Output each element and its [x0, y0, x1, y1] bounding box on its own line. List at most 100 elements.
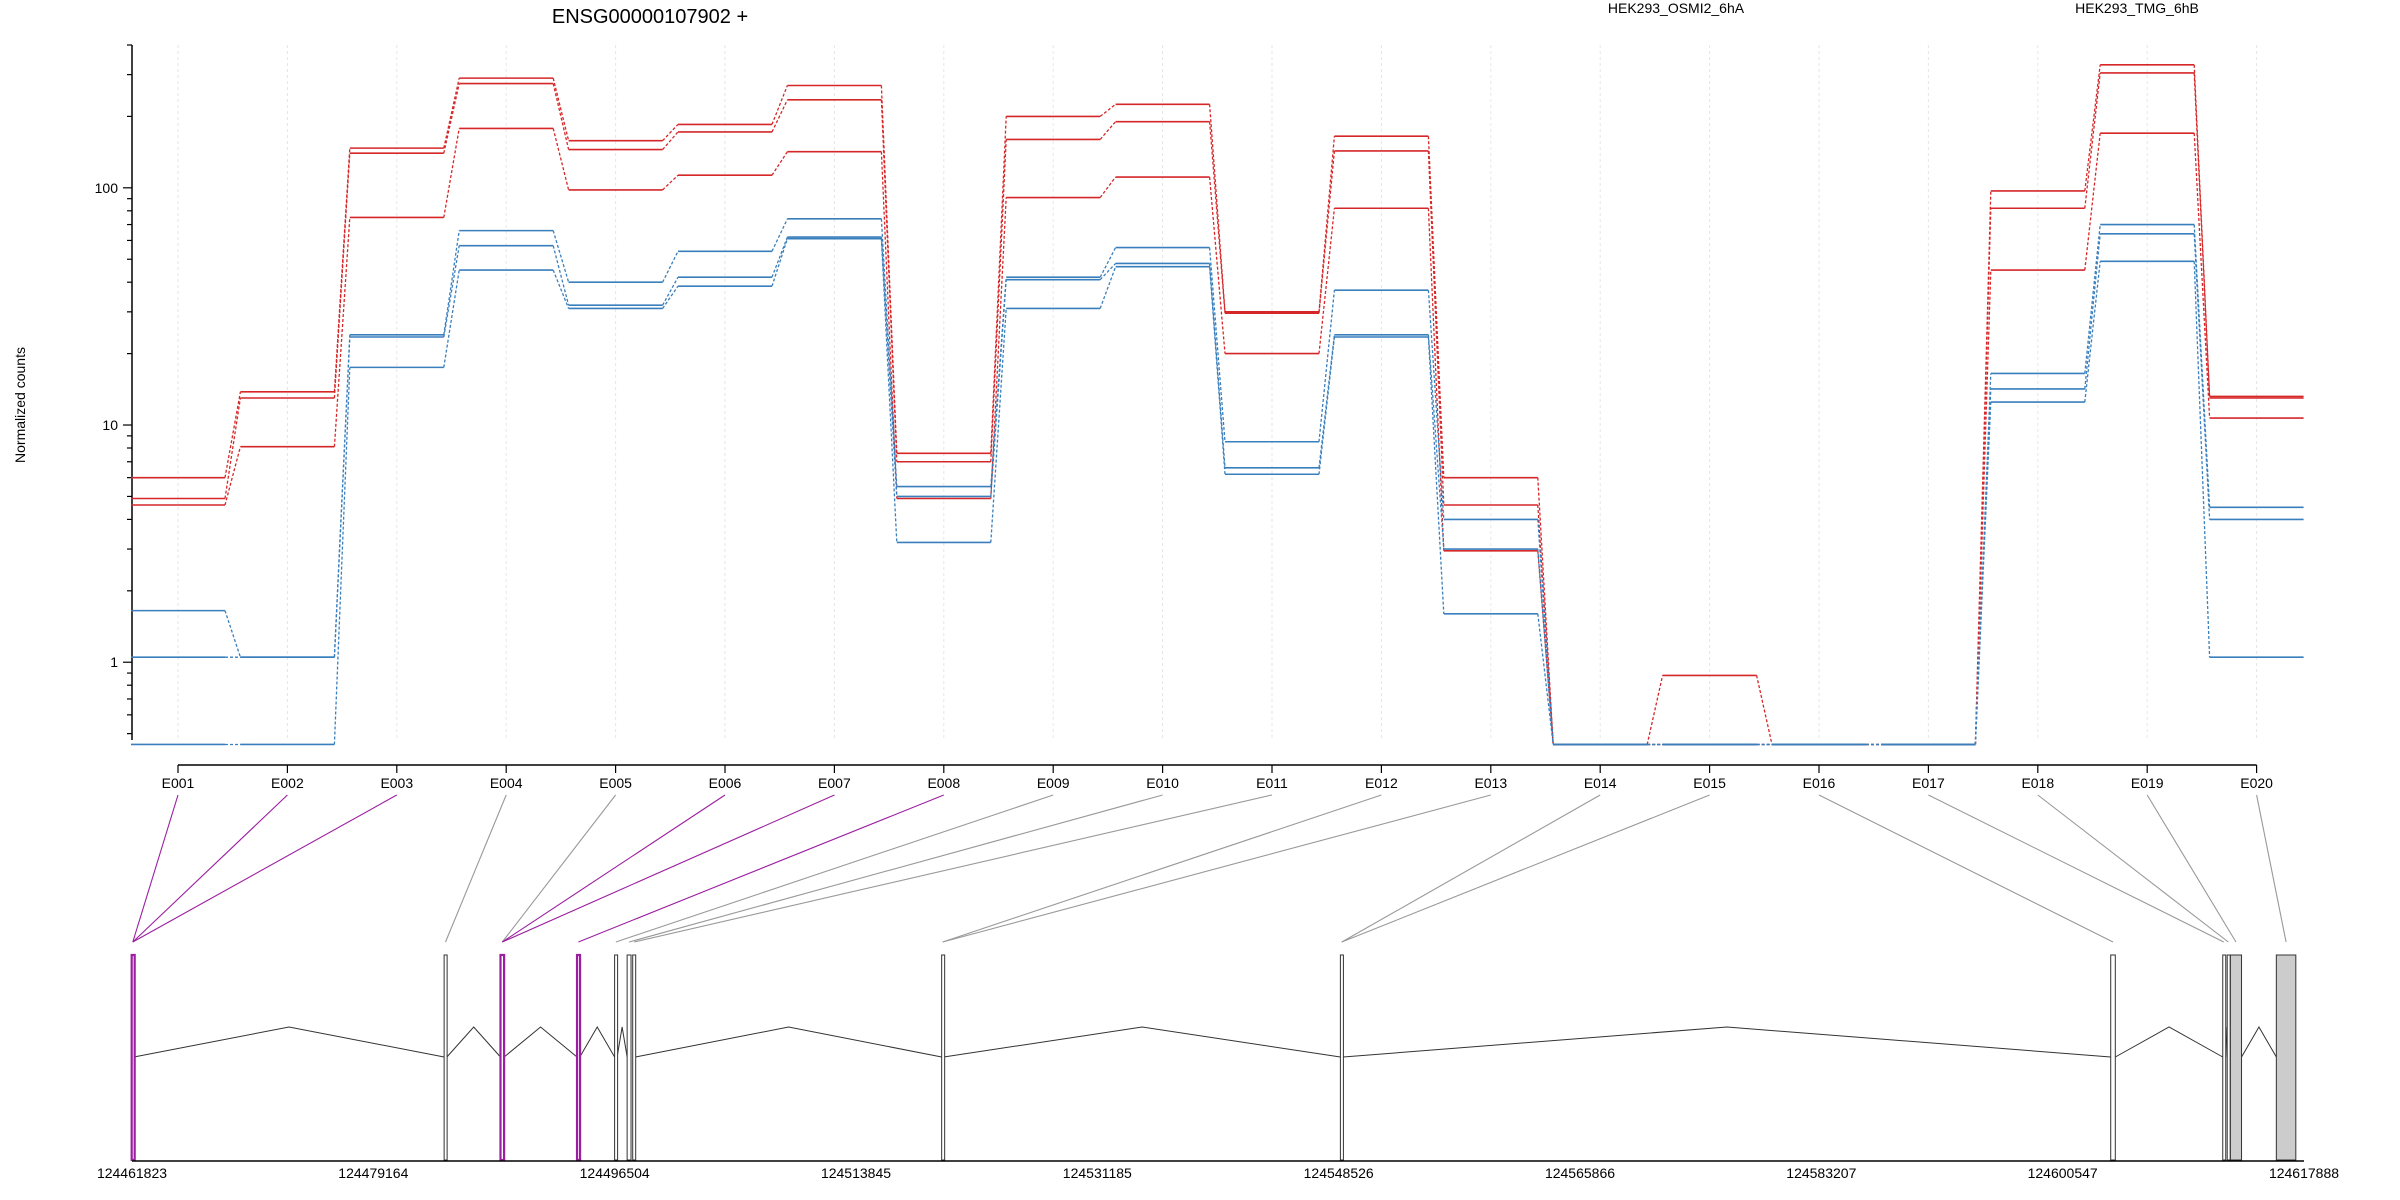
series-4-connector-5 — [771, 236, 789, 278]
series-2-connector-12 — [1537, 550, 1554, 745]
intron-1 — [446, 1026, 501, 1058]
series-5-connector-11 — [1427, 336, 1445, 614]
genomic-tick-label-5: 124548526 — [1304, 1165, 1374, 1181]
connector-E009 — [615, 794, 1054, 943]
connector-E003 — [132, 794, 398, 943]
series-2-connector-3 — [552, 128, 570, 191]
series-4-connector-6 — [880, 237, 898, 497]
connector-E017 — [1928, 794, 2224, 943]
genomic-tick-label-4: 124531185 — [1063, 1165, 1132, 1181]
series-1-connector-16 — [1974, 208, 1992, 745]
gene-model — [130, 953, 2297, 1162]
connector-E016 — [1818, 794, 2114, 943]
series-2-connector-0 — [224, 446, 242, 506]
intron-9 — [2115, 1026, 2223, 1058]
connector-E007 — [502, 794, 835, 943]
intron-12 — [2241, 1026, 2277, 1058]
x-tick-label-E008: E008 — [927, 775, 960, 791]
series-5-connector-3 — [552, 269, 570, 309]
x-tick-label-E016: E016 — [1803, 775, 1836, 791]
series-1-connector-7 — [990, 139, 1007, 462]
series-2-connector-18 — [2193, 133, 2211, 419]
connector-E015 — [1341, 794, 1710, 943]
legend-label-osmi2: HEK293_OSMI2_6hA — [1608, 0, 1745, 16]
connector-E013 — [942, 794, 1491, 943]
series-3-connector-17 — [2084, 224, 2101, 374]
x-tick-label-E003: E003 — [380, 775, 413, 791]
series-2-connector-17 — [2084, 133, 2101, 271]
y-tick-label-100: 100 — [95, 180, 119, 196]
genomic-tick-label-7: 124583207 — [1786, 1165, 1856, 1181]
series-4-connector-3 — [552, 245, 570, 306]
genomic-tick-label-3: 124513845 — [821, 1165, 891, 1181]
connector-E011 — [633, 794, 1273, 943]
series-2-connector-5 — [771, 151, 788, 176]
x-tick-label-E012: E012 — [1365, 775, 1398, 791]
x-tick-label-E006: E006 — [709, 775, 742, 791]
series-2-connector-11 — [1427, 208, 1445, 551]
series-4-connector-4 — [662, 276, 679, 306]
series-5-connector-6 — [880, 238, 898, 543]
series-5-connector-16 — [1974, 401, 1992, 745]
series-5-connector-12 — [1537, 613, 1554, 745]
genomic-tick-label-9: 124617888 — [2269, 1165, 2339, 1181]
series-1-connector-4 — [662, 131, 679, 150]
series-5-connector-1 — [333, 367, 351, 745]
genomic-axis: 124461823 124479164 124496504 124513845 1245… — [97, 1160, 2339, 1181]
series-1-connector-0 — [224, 397, 242, 499]
series-1-connector-5 — [771, 99, 788, 133]
connector-E004 — [445, 794, 507, 943]
series-3 — [131, 218, 2304, 746]
vertical-gridlines — [177, 45, 2258, 740]
series-0-connector-3 — [552, 77, 570, 141]
exon-block-7 — [941, 954, 946, 1161]
x-axis: E001 E002 E003 E004 E005 E006 E007 E008 E009 E010… — [162, 764, 2273, 791]
series-4-connector-7 — [990, 279, 1007, 497]
genomic-tick-label-0: 124461823 — [97, 1165, 167, 1181]
series-2-connector-6 — [880, 151, 898, 499]
series-1-connector-2 — [443, 83, 460, 154]
series-0-connector-0 — [224, 391, 242, 478]
series-5-connector-7 — [990, 308, 1007, 543]
series-3-connector-2 — [443, 230, 460, 335]
connector-E014 — [1341, 794, 1601, 943]
connector-E018 — [2037, 794, 2229, 943]
series-0-connector-10 — [1318, 136, 1336, 312]
connector-E005 — [501, 794, 617, 943]
exon-block-13 — [2275, 954, 2297, 1161]
series-0-connector-17 — [2084, 64, 2101, 192]
series-4-connector-18 — [2193, 233, 2211, 520]
series-5-connector-5 — [771, 238, 789, 287]
series-1-connector-3 — [552, 83, 570, 150]
series-5-connector-2 — [443, 269, 460, 368]
series-1-connector-8 — [1099, 121, 1117, 140]
intron-7 — [943, 1026, 1341, 1058]
series-3-connector-3 — [552, 230, 570, 283]
series-4-connector-12 — [1537, 548, 1554, 745]
intron-6 — [635, 1026, 942, 1058]
series-3-connector-11 — [1427, 290, 1445, 520]
series-3-connector-6 — [880, 218, 898, 487]
series-0-connector-8 — [1099, 103, 1117, 117]
series-1-connector-17 — [2084, 72, 2101, 209]
legend-label-tmg: HEK293_TMG_6hB — [2075, 0, 2199, 16]
genomic-tick-label-1: 124479164 — [338, 1165, 408, 1181]
series-2-connector-4 — [662, 174, 679, 191]
intron-3 — [579, 1026, 616, 1058]
exon-block-10 — [2222, 954, 2227, 1161]
connector-E002 — [132, 794, 288, 943]
exon-block-0 — [130, 953, 136, 1162]
series-2-connector-16 — [1974, 270, 1992, 745]
series-2-connector-8 — [1099, 176, 1117, 198]
series-5 — [131, 237, 2304, 746]
exon-block-2 — [499, 953, 506, 1162]
x-tick-label-E020: E020 — [2240, 775, 2273, 791]
exon-block-1 — [443, 954, 448, 1161]
intron-4 — [616, 1026, 628, 1058]
series-5-connector-8 — [1099, 266, 1117, 309]
series-4-connector-11 — [1427, 334, 1445, 550]
x-tick-label-E010: E010 — [1146, 775, 1179, 791]
series-2-connector-9 — [1208, 177, 1226, 354]
series-4-connector-17 — [2084, 233, 2101, 389]
